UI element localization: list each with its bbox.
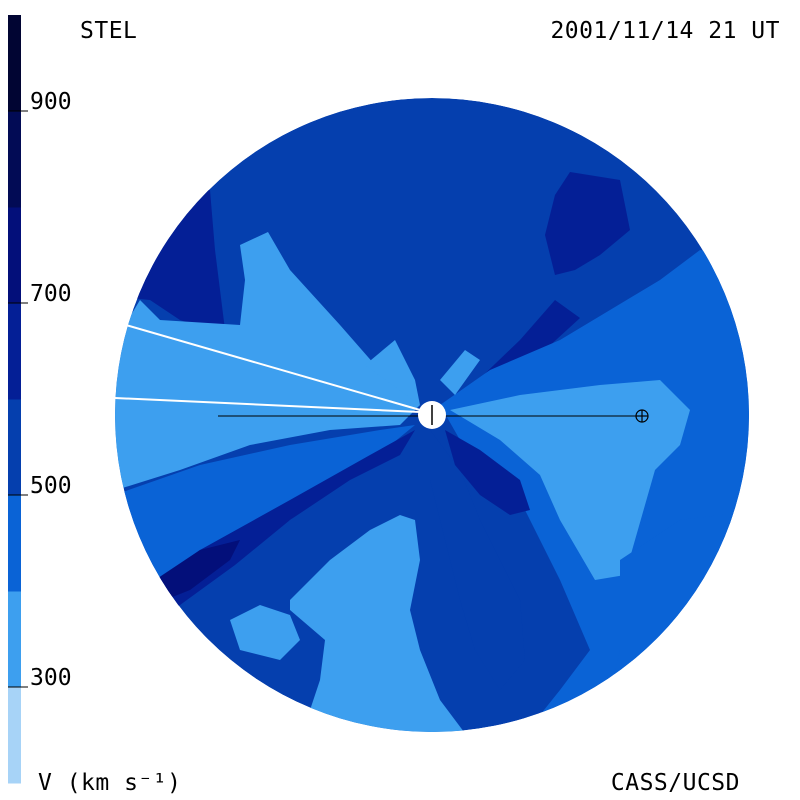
region-dark-right-inner bbox=[445, 430, 530, 515]
region-light-right bbox=[450, 380, 690, 580]
colorbar-level-7 bbox=[8, 15, 21, 112]
region-light-left-inner bbox=[365, 340, 420, 405]
observatory-label: STEL bbox=[80, 18, 138, 44]
colorbar-level-3 bbox=[8, 399, 21, 496]
white-line-upper bbox=[125, 324, 421, 411]
region-dark-mid-right bbox=[470, 300, 580, 388]
colorbar-tick-label: 300 bbox=[30, 665, 72, 691]
colorbar-tick-label: 700 bbox=[30, 281, 72, 307]
colorbar-label: V (km s⁻¹) bbox=[38, 770, 182, 796]
colorbar: 300 500 700 900 bbox=[8, 15, 72, 784]
datetime-label: 2001/11/14 21 UT bbox=[550, 18, 780, 44]
region-dark-lower-left bbox=[130, 430, 415, 640]
colorbar-level-4 bbox=[8, 303, 21, 400]
region-dark-upper-right bbox=[545, 172, 630, 275]
region-light-lower-left bbox=[230, 605, 300, 660]
colorbar-level-1 bbox=[8, 591, 21, 688]
colorbar-level-5 bbox=[8, 207, 21, 304]
colorbar-level-0 bbox=[8, 687, 21, 784]
colorbar-tick-label: 500 bbox=[30, 473, 72, 499]
colorbar-tick-label: 900 bbox=[30, 89, 72, 115]
credit-label: CASS/UCSD bbox=[610, 770, 740, 796]
colorbar-level-2 bbox=[8, 495, 21, 592]
region-medium-lower-left bbox=[115, 425, 415, 610]
colorbar-level-6 bbox=[8, 111, 21, 208]
region-dark-lower-center bbox=[430, 430, 525, 690]
white-line-lower bbox=[114, 397, 421, 413]
region-light-lower-center bbox=[290, 515, 470, 732]
region-light-core-upper bbox=[440, 350, 480, 395]
earth-marker bbox=[635, 409, 649, 423]
region-darkest-lower-left bbox=[155, 540, 240, 600]
